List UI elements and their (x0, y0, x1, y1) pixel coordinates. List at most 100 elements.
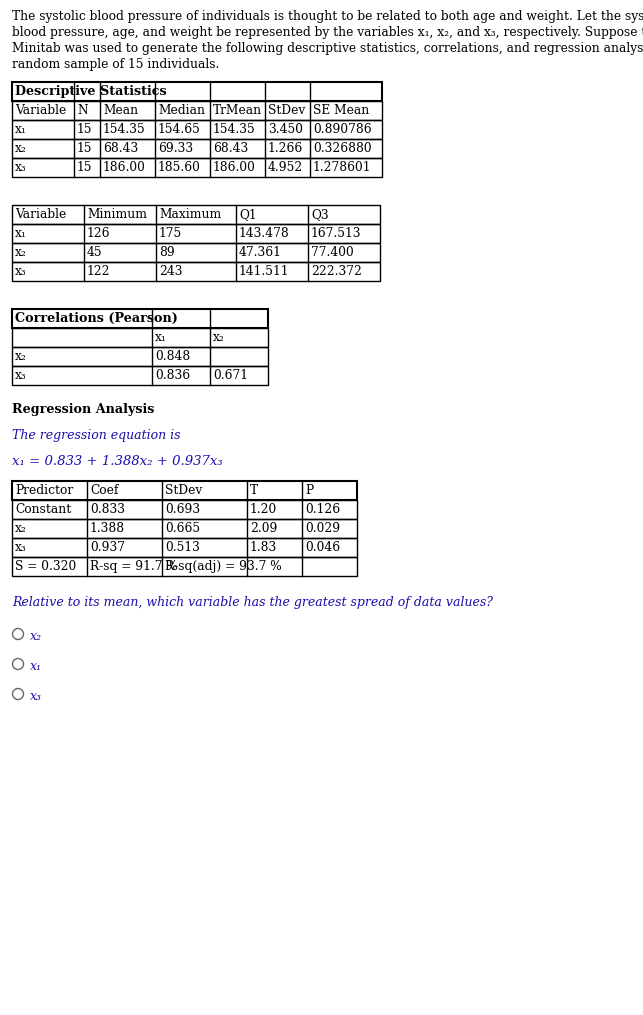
Text: 2.09: 2.09 (250, 522, 277, 535)
Text: The systolic blood pressure of individuals is thought to be related to both age : The systolic blood pressure of individua… (12, 10, 643, 23)
Text: P: P (305, 484, 313, 497)
Bar (12, 205, 380, 224)
Bar (12, 102, 382, 120)
Text: 47.361: 47.361 (239, 246, 282, 259)
Text: TrMean: TrMean (213, 104, 262, 117)
Text: x₂: x₂ (15, 350, 27, 363)
Text: 0.693: 0.693 (165, 503, 200, 516)
Text: 68.43: 68.43 (213, 142, 248, 155)
Text: 122: 122 (87, 265, 111, 278)
Bar (12, 481, 357, 500)
Text: x₁: x₁ (155, 331, 167, 344)
Text: 77.400: 77.400 (311, 246, 354, 259)
Text: 185.60: 185.60 (158, 161, 201, 174)
Text: 4.952: 4.952 (268, 161, 303, 174)
Text: 154.35: 154.35 (103, 123, 146, 136)
Text: 0.671: 0.671 (213, 369, 248, 382)
Text: 143.478: 143.478 (239, 227, 290, 240)
Text: x₃: x₃ (15, 369, 27, 382)
Text: 1.20: 1.20 (250, 503, 277, 516)
Text: x₂: x₂ (30, 630, 42, 642)
Text: Median: Median (158, 104, 205, 117)
Text: 186.00: 186.00 (213, 161, 256, 174)
Text: Constant: Constant (15, 503, 71, 516)
Text: S = 0.320: S = 0.320 (15, 560, 77, 573)
Text: blood pressure, age, and weight be represented by the variables x₁, x₂, and x₃, : blood pressure, age, and weight be repre… (12, 26, 643, 39)
Text: 0.937: 0.937 (90, 541, 125, 554)
Text: 0.029: 0.029 (305, 522, 340, 535)
Text: Variable: Variable (15, 104, 66, 117)
Text: x₁: x₁ (15, 123, 27, 136)
Text: Q3: Q3 (311, 208, 329, 221)
Bar (12, 309, 268, 328)
Text: The regression equation is: The regression equation is (12, 429, 181, 442)
Text: N: N (77, 104, 87, 117)
Text: Relative to its mean, which variable has the greatest spread of data values?: Relative to its mean, which variable has… (12, 596, 493, 609)
Text: x₃: x₃ (15, 161, 27, 174)
Text: Mean: Mean (103, 104, 138, 117)
Text: Variable: Variable (15, 208, 66, 221)
Bar (12, 139, 382, 158)
Text: x₂: x₂ (15, 142, 27, 155)
Bar (12, 557, 357, 576)
Text: SE Mean: SE Mean (313, 104, 369, 117)
Text: x₃: x₃ (15, 541, 27, 554)
Text: 186.00: 186.00 (103, 161, 146, 174)
Text: 1.83: 1.83 (250, 541, 277, 554)
Text: 126: 126 (87, 227, 111, 240)
Bar (12, 224, 380, 243)
Text: random sample of 15 individuals.: random sample of 15 individuals. (12, 58, 219, 71)
Text: 0.833: 0.833 (90, 503, 125, 516)
Bar (12, 82, 382, 102)
Text: 167.513: 167.513 (311, 227, 361, 240)
Text: 141.511: 141.511 (239, 265, 289, 278)
Text: 0.848: 0.848 (155, 350, 190, 363)
Text: 15: 15 (77, 161, 93, 174)
Bar (12, 328, 268, 347)
Text: 0.326880: 0.326880 (313, 142, 372, 155)
Text: x₁: x₁ (30, 660, 42, 673)
Text: 1.278601: 1.278601 (313, 161, 372, 174)
Text: 222.372: 222.372 (311, 265, 362, 278)
Text: x₂: x₂ (213, 331, 225, 344)
Bar (12, 120, 382, 139)
Bar (12, 262, 380, 281)
Text: 0.513: 0.513 (165, 541, 200, 554)
Text: x₁ = 0.833 + 1.388x₂ + 0.937x₃: x₁ = 0.833 + 1.388x₂ + 0.937x₃ (12, 455, 222, 468)
Bar (12, 538, 357, 557)
Text: Descriptive Statistics: Descriptive Statistics (15, 85, 167, 98)
Text: T: T (250, 484, 258, 497)
Text: 15: 15 (77, 142, 93, 155)
Text: 68.43: 68.43 (103, 142, 138, 155)
Bar (12, 500, 357, 519)
Text: x₃: x₃ (30, 690, 42, 703)
Text: R-sq(adj) = 93.7 %: R-sq(adj) = 93.7 % (165, 560, 282, 573)
Text: 0.665: 0.665 (165, 522, 200, 535)
Text: 243: 243 (159, 265, 183, 278)
Text: StDev: StDev (165, 484, 203, 497)
Text: Minitab was used to generate the following descriptive statistics, correlations,: Minitab was used to generate the followi… (12, 42, 643, 55)
Text: StDev: StDev (268, 104, 305, 117)
Text: Correlations (Pearson): Correlations (Pearson) (15, 312, 178, 325)
Text: 69.33: 69.33 (158, 142, 193, 155)
Text: x₂: x₂ (15, 246, 27, 259)
Bar (12, 347, 268, 366)
Text: 45: 45 (87, 246, 103, 259)
Text: R-sq = 91.7 %: R-sq = 91.7 % (90, 560, 178, 573)
Text: Q1: Q1 (239, 208, 257, 221)
Text: 15: 15 (77, 123, 93, 136)
Bar (12, 519, 357, 538)
Text: Maximum: Maximum (159, 208, 221, 221)
Text: x₃: x₃ (15, 265, 27, 278)
Text: 0.836: 0.836 (155, 369, 190, 382)
Text: 1.388: 1.388 (90, 522, 125, 535)
Text: 154.65: 154.65 (158, 123, 201, 136)
Text: 0.046: 0.046 (305, 541, 340, 554)
Bar (12, 366, 268, 385)
Text: 154.35: 154.35 (213, 123, 256, 136)
Text: 89: 89 (159, 246, 175, 259)
Text: x₁: x₁ (15, 227, 27, 240)
Text: 0.890786: 0.890786 (313, 123, 372, 136)
Text: 3.450: 3.450 (268, 123, 303, 136)
Text: x₂: x₂ (15, 522, 27, 535)
